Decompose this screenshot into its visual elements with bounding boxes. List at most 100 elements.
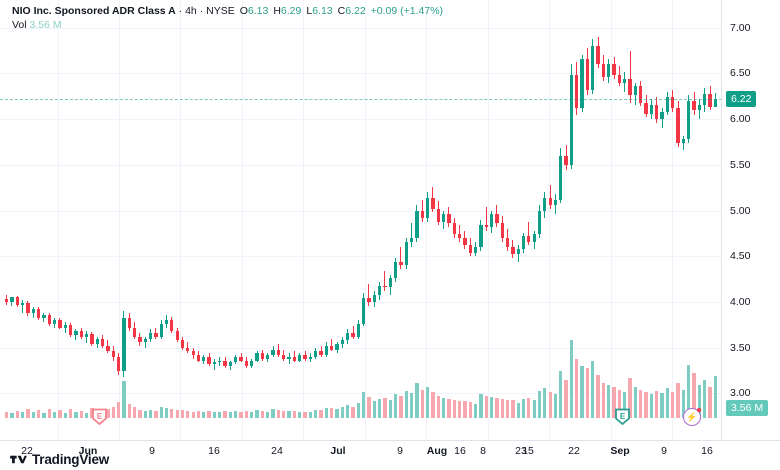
candle-wick [288,353,290,365]
candle-body [644,102,648,114]
volume-bar [559,370,563,418]
legend-exchange: NYSE [206,5,235,17]
candle-body [580,58,584,109]
volume-bar [505,399,510,418]
candle-body [122,318,126,372]
volume-bar [399,395,403,418]
earnings-badge[interactable]: E [92,408,107,425]
candle-body [388,278,392,288]
candle-body [617,75,622,83]
candle-body [207,356,211,365]
volume-bar [409,393,414,418]
candle-wick [528,221,530,246]
time-axis-tick: 15 [522,445,534,457]
time-axis-tick: 22 [21,445,33,457]
time-axis-tick: Jul [330,445,346,457]
candle-body [191,351,195,356]
candle-body [516,248,520,255]
candle-body [335,344,339,350]
candle-body [180,340,185,348]
legend-low-label: L [306,5,313,17]
candle-wick [411,223,413,248]
candle-body [218,360,222,363]
candle-body [601,64,606,78]
candle-wick [459,225,461,242]
legend-symbol[interactable]: NIO Inc. Sponsored ADR Class A [12,5,176,17]
volume-bar [148,409,153,418]
time-axis-tick: Jun [78,445,98,457]
legend-open-value: 6.13 [247,5,269,17]
volume-bar [692,373,696,418]
time-axis-tick: 9 [149,445,155,457]
tradingview-brand[interactable]: TradingView [10,452,109,467]
chart-plot-area[interactable] [0,0,722,440]
volume-bar [623,392,627,418]
earnings-marker-june[interactable]: E [92,408,107,425]
volume-bar [15,410,19,418]
candle-body [639,86,643,103]
event-badge[interactable]: ⚡ [683,408,701,426]
gridline-horizontal [0,73,722,75]
volume-bar [649,394,654,418]
volume-bar [564,380,568,418]
earnings-badge[interactable]: E [615,408,630,425]
volume-bar [548,392,552,418]
volume-bar [340,407,344,418]
volume-bar [425,387,430,418]
time-axis[interactable]: 22 Jun 9 16 24 Jul 9 16 23 Aug 8 15 22 Sep 9 16 [0,440,780,463]
candle-body [202,356,206,361]
volume-bar [457,401,462,418]
candle-body [687,100,691,140]
gridline-horizontal [0,210,722,212]
time-axis-tick: 9 [397,445,403,457]
candle-body [537,210,542,235]
volume-bar [42,412,46,418]
legend-interval[interactable]: 4h [185,5,197,17]
earnings-marker-september[interactable]: E [615,408,630,425]
volume-bar [393,394,398,418]
candle-body [111,351,115,357]
earnings-letter: E [96,411,103,421]
candle-body [31,309,35,313]
volume-bar [271,408,275,418]
chart-legend[interactable]: NIO Inc. Sponsored ADR Class A · 4h · NY… [12,5,443,32]
volume-bar [159,407,163,418]
legend-primary-row: NIO Inc. Sponsored ADR Class A · 4h · NY… [12,5,443,18]
candle-body [223,360,227,366]
candle-body [20,302,25,305]
price-axis-tick: 3.00 [730,387,751,400]
volume-bar [116,402,121,418]
volume-bar [468,402,472,418]
event-marker-dividend[interactable]: ⚡ [683,408,701,426]
volume-bar [377,399,382,418]
legend-high-label: H [273,5,281,17]
candle-body [655,104,659,120]
volume-bar [585,368,590,418]
volume-bar [671,392,675,418]
candle-body [564,155,568,165]
volume-bar [452,400,456,418]
candle-body [47,314,51,324]
volume-bar [250,412,254,418]
price-axis-tick: 6.00 [730,113,751,126]
volume-bar [447,399,451,418]
price-axis[interactable]: 7.00 6.50 6.00 5.50 5.00 4.50 4.00 3.50 3.00 6.22… [721,0,780,440]
volume-bar [223,411,227,418]
candle-body [228,362,233,366]
gridline-vertical [119,0,120,440]
candle-body [473,247,478,253]
candle-wick [400,247,402,270]
volume-bar [607,384,611,418]
volume-bar [314,409,318,418]
candle-body [457,234,462,238]
candle-body [393,261,398,279]
gridline-vertical [180,0,181,440]
candle-body [15,297,19,305]
candle-body [10,297,14,302]
candle-wick [64,322,66,334]
volume-bar [591,361,595,418]
volume-bar [383,397,387,418]
candle-body [633,86,638,96]
candle-body [319,351,323,356]
volume-bar [303,412,307,418]
